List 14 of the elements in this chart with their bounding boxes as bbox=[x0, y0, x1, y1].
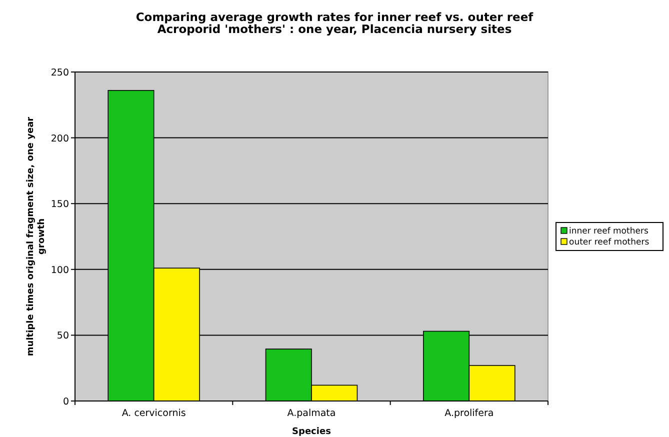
x-tick-label: A.prolifera bbox=[444, 408, 494, 419]
y-tick-label: 200 bbox=[50, 133, 69, 144]
x-axis-title: Species bbox=[292, 427, 331, 437]
y-tick-label: 50 bbox=[56, 330, 69, 342]
y-axis-title: multiple times original fragment size, one year growth bbox=[26, 116, 47, 356]
x-tick-label: A.palmata bbox=[287, 408, 336, 419]
legend-label: inner reef mothers bbox=[569, 226, 649, 236]
y-tick-label: 150 bbox=[50, 199, 69, 210]
y-tick-label: 0 bbox=[62, 396, 69, 408]
x-tick-label: A. cervicornis bbox=[122, 408, 186, 419]
y-tick-label: 250 bbox=[50, 68, 69, 78]
y-tick-label: 100 bbox=[50, 264, 69, 276]
chart-title: Comparing average growth rates for inner reef vs. outer reef Acroporid 'mothers' : one year, Placencia nursery sites bbox=[136, 10, 534, 36]
legend-label: outer reef mothers bbox=[569, 238, 650, 248]
